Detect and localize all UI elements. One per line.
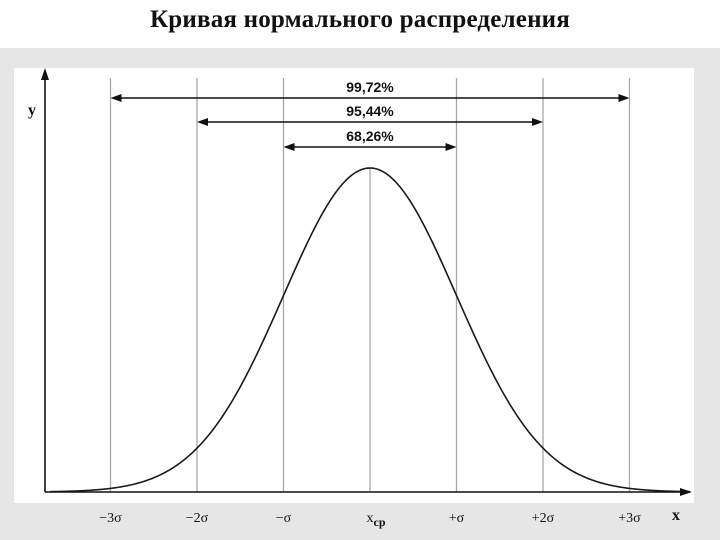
- interval-label: 68,26%: [346, 128, 394, 144]
- interval-label: 95,44%: [346, 103, 394, 119]
- interval-0: 99,72%: [110, 79, 630, 102]
- normal-curve: [49, 167, 691, 493]
- tick-labels: −3σ −2σ −σ xcp +σ +2σ +3σ: [99, 511, 641, 529]
- interval-arrows: 99,72% 95,44% 68,26%: [110, 79, 630, 151]
- tick-label: +3σ: [618, 511, 641, 526]
- x-axis-arrowhead: [680, 488, 692, 496]
- interval-arrowhead-right: [618, 94, 630, 102]
- y-axis-arrowhead: [41, 68, 49, 80]
- x-axis-label: x: [672, 507, 680, 524]
- plot-area: [14, 68, 694, 503]
- tick-label: +σ: [449, 511, 465, 526]
- interval-arrowhead-left: [197, 118, 208, 126]
- page-title: Кривая нормального распределения: [149, 6, 571, 33]
- tick-label: xcp: [367, 511, 386, 529]
- interval-arrowhead-left: [283, 143, 295, 151]
- interval-arrowhead-left: [110, 94, 122, 102]
- tick-label: +2σ: [532, 511, 555, 526]
- interval-1: 95,44%: [197, 103, 543, 126]
- interval-arrowhead-right: [532, 118, 543, 126]
- tick-label: −2σ: [186, 511, 209, 526]
- tick-label: −3σ: [99, 511, 122, 526]
- interval-2: 68,26%: [283, 128, 457, 151]
- interval-arrowhead-right: [445, 143, 457, 151]
- interval-label: 99,72%: [346, 79, 394, 95]
- y-axis-label: y: [28, 102, 36, 119]
- tick-label: −σ: [276, 511, 292, 526]
